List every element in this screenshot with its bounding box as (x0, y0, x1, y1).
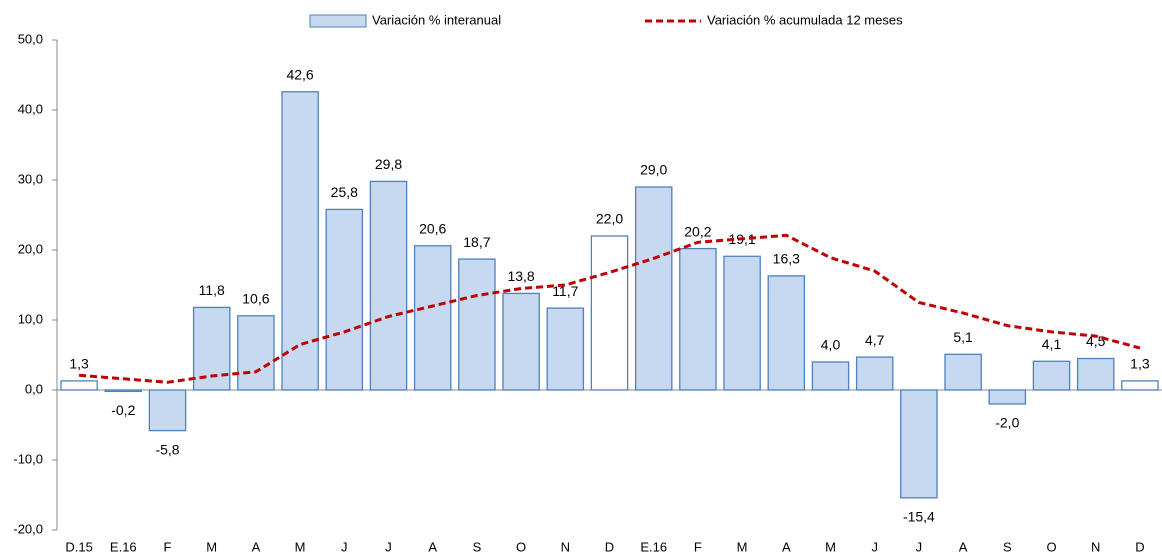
data-label: -2,0 (995, 415, 1019, 431)
x-tick-label: N (561, 539, 570, 554)
bar (104, 389, 143, 393)
x-tick-label: M (295, 539, 306, 554)
x-tick-label: J (341, 539, 348, 554)
data-label: 42,6 (286, 67, 313, 83)
bar (192, 306, 231, 391)
x-tick-label: F (164, 539, 172, 554)
x-tick-label: O (1046, 539, 1056, 554)
bar (1032, 360, 1071, 391)
y-tick-label: 30,0 (18, 171, 43, 186)
x-tick-label: D (605, 539, 614, 554)
bar (811, 361, 850, 391)
data-label: 13,8 (507, 268, 534, 284)
bar (458, 258, 496, 391)
data-label: 1,3 (69, 356, 89, 372)
data-label: -0,2 (111, 402, 135, 418)
x-tick-label: S (1003, 539, 1012, 554)
bar (369, 180, 408, 391)
x-tick-label: D.15 (65, 539, 92, 554)
x-tick-label: N (1091, 539, 1100, 554)
data-label: 4,7 (865, 332, 885, 348)
x-tick-label: A (782, 539, 791, 554)
y-tick-label: 20,0 (18, 241, 43, 256)
bar (325, 208, 364, 391)
legend-label: Variación % interanual (372, 12, 501, 27)
data-label: 25,8 (331, 184, 358, 200)
x-tick-label: D (1135, 539, 1144, 554)
data-label: 29,8 (375, 156, 402, 172)
bar (148, 389, 187, 432)
x-tick-label: A (959, 539, 968, 554)
data-label: 4,1 (1042, 336, 1062, 352)
x-tick-label: E.16 (110, 539, 137, 554)
bar (413, 245, 452, 391)
bar (237, 315, 275, 391)
x-tick-label: J (916, 539, 923, 554)
data-label: 4,0 (821, 337, 841, 353)
x-tick-label: M (737, 539, 748, 554)
x-tick-label: O (516, 539, 526, 554)
data-label: -15,4 (903, 509, 935, 525)
bar (723, 255, 761, 391)
legend-swatch (309, 14, 367, 28)
bar (767, 275, 806, 391)
x-tick-label: E.16 (640, 539, 667, 554)
data-label: 20,6 (419, 221, 446, 237)
bar (60, 380, 98, 391)
data-label: 18,7 (463, 234, 490, 250)
x-tick-label: M (206, 539, 217, 554)
bar (1076, 357, 1115, 391)
data-label: 11,7 (552, 283, 578, 299)
bar (502, 292, 540, 391)
bar (546, 307, 585, 391)
x-tick-label: A (428, 539, 437, 554)
data-label: 22,0 (596, 211, 623, 227)
y-tick-label: 10,0 (18, 311, 43, 326)
x-tick-label: S (473, 539, 482, 554)
bar (281, 91, 319, 391)
legend-label: Variación % acumulada 12 meses (707, 12, 903, 27)
bar (679, 247, 717, 391)
x-tick-label: F (694, 539, 702, 554)
data-label: 1,3 (1130, 356, 1150, 372)
y-tick-label: -20,0 (13, 521, 43, 536)
y-tick-label: 40,0 (18, 101, 43, 116)
data-label: 20,2 (684, 223, 711, 239)
y-tick-label: -10,0 (13, 451, 43, 466)
bar (634, 186, 673, 391)
data-label: -5,8 (155, 441, 179, 457)
data-label: 16,3 (773, 251, 800, 267)
bar (590, 235, 629, 391)
data-label: 11,8 (199, 282, 225, 298)
bar (988, 389, 1027, 405)
line (78, 233, 1141, 384)
x-tick-label: M (825, 539, 836, 554)
y-tick-label: 50,0 (18, 31, 43, 46)
data-label: 29,0 (640, 162, 667, 178)
bar (1121, 380, 1159, 391)
bar (900, 389, 938, 499)
data-label: 5,1 (953, 329, 973, 345)
bar (855, 356, 894, 391)
data-label: 10,6 (242, 291, 269, 307)
y-tick-label: 0,0 (25, 381, 43, 396)
bar (944, 353, 982, 391)
x-tick-label: A (252, 539, 261, 554)
x-tick-label: J (385, 539, 392, 554)
x-tick-label: J (871, 539, 878, 554)
data-label: 4,5 (1086, 333, 1106, 349)
